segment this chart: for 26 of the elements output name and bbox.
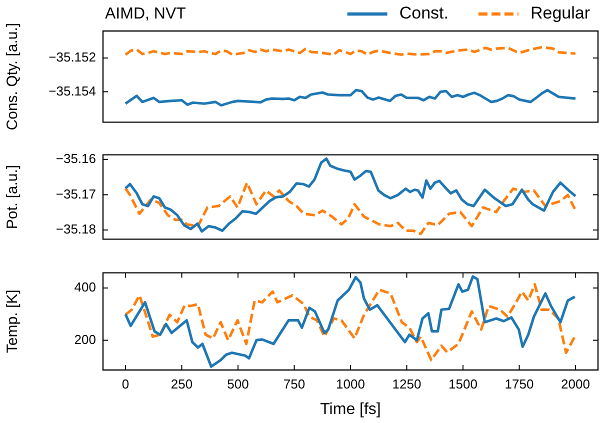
y-tick-label: 200 <box>74 332 96 347</box>
y-tick-label: −35.18 <box>56 222 96 237</box>
y-axis-title: Cons. Qty. [a.u.] <box>4 22 22 130</box>
y-axis-title: Temp. [K] <box>4 290 22 354</box>
line-series <box>124 181 576 236</box>
x-tick-label: 250 <box>170 376 193 392</box>
y-tick-label: 400 <box>74 280 96 295</box>
legend-label: Regular <box>530 4 590 23</box>
x-tick-label: 1750 <box>504 376 534 392</box>
y-tick-label: −35.16 <box>56 150 96 166</box>
x-tick-label: 1250 <box>392 376 422 392</box>
legend-label: Const. <box>399 4 448 23</box>
x-tick-label: 750 <box>283 376 306 392</box>
x-tick-label: 500 <box>227 376 249 392</box>
chart-title: AIMD, NVT <box>105 5 186 22</box>
x-tick-label: 2000 <box>561 376 590 392</box>
y-axis-title: Pot. [a.u.] <box>4 164 22 230</box>
x-tick-label: 1000 <box>336 376 365 392</box>
x-tick-label: 1500 <box>448 376 478 392</box>
x-tick-label: 0 <box>122 376 130 392</box>
line-series <box>124 46 577 56</box>
x-axis-title: Time [fs] <box>320 400 381 418</box>
line-series <box>124 282 576 362</box>
y-tick-label: −35.154 <box>48 83 96 98</box>
y-tick-label: −35.17 <box>56 186 96 202</box>
y-tick-label: −35.152 <box>48 50 96 65</box>
